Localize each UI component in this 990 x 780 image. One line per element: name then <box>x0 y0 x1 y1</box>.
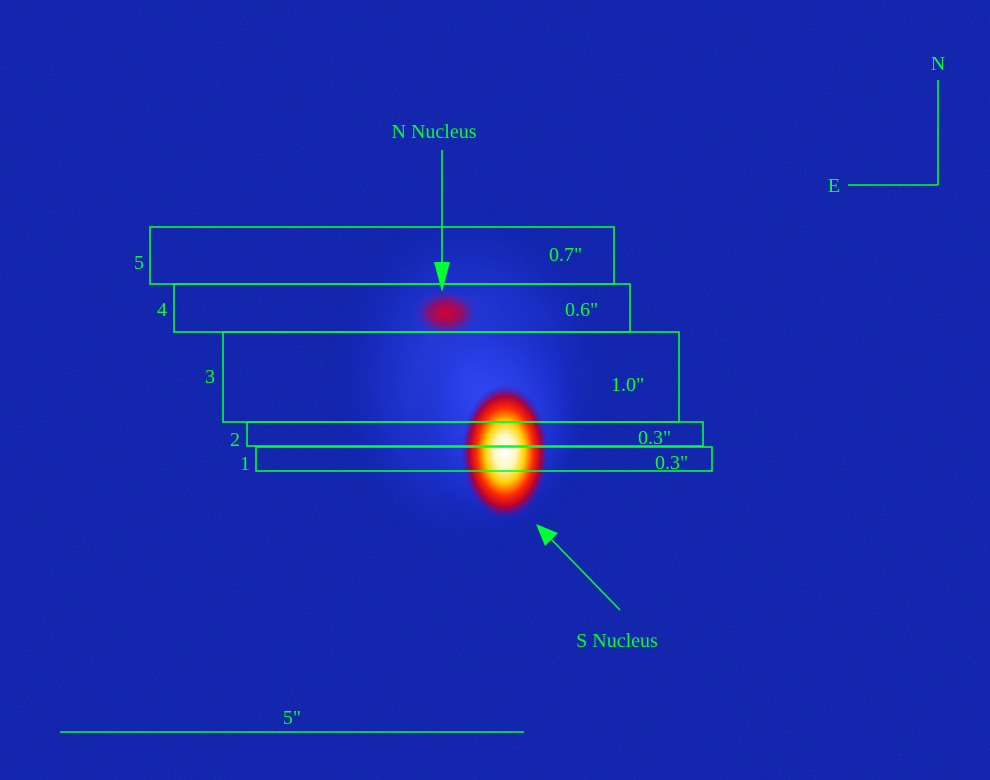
annotation-text: N E N Nucleus S Nucleus 5 0.7" 4 0.6" 3 … <box>134 53 945 729</box>
n-nucleus-blob <box>412 289 480 337</box>
slit-3-number: 3 <box>205 366 215 388</box>
scale-bar-label: 5" <box>283 707 301 729</box>
slit-1-box <box>255 446 713 472</box>
slit-3-width: 1.0" <box>611 374 644 396</box>
slit-5-number: 5 <box>134 252 144 274</box>
s-nucleus-label: S Nucleus <box>576 630 658 652</box>
compass-north-label: N <box>931 53 945 75</box>
slit-2-box <box>246 421 704 447</box>
n-nucleus-label: N Nucleus <box>392 121 477 143</box>
n-nucleus-arrowhead <box>434 262 450 292</box>
s-nucleus-blob <box>461 384 549 520</box>
s-nucleus-arrowhead <box>536 524 558 546</box>
slit-5-width: 0.7" <box>549 244 582 266</box>
slit-4-width: 0.6" <box>565 299 598 321</box>
compass-east-label: E <box>828 175 840 197</box>
slit-4-number: 4 <box>157 299 167 321</box>
annotation-overlay <box>60 80 939 733</box>
slit-2-number: 2 <box>230 429 240 451</box>
slit-1-number: 1 <box>240 453 250 475</box>
s-nucleus-arrow-shaft <box>549 537 621 611</box>
slit-2-width: 0.3" <box>638 427 671 449</box>
slit-1-width: 0.3" <box>655 452 688 474</box>
